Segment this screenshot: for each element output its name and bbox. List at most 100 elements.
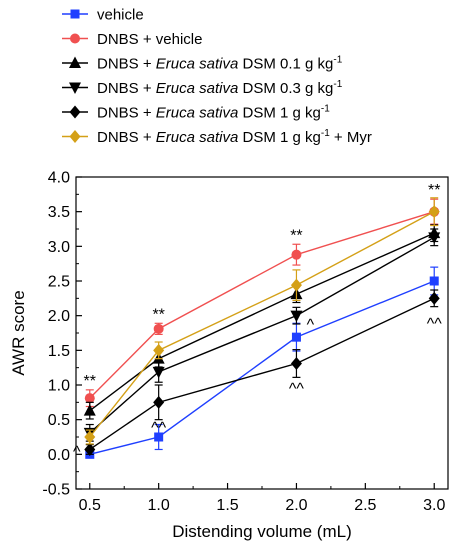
x-axis: 0.5 1.0 1.5 2.0 2.5 3.0 <box>79 483 445 514</box>
legend-label-part: DSM 1 g kg <box>238 129 321 146</box>
legend-item-0: vehicle <box>62 7 144 24</box>
series-3 <box>83 228 441 442</box>
legend-marker <box>69 82 81 94</box>
legend-label-part: -1 <box>321 104 330 115</box>
x-tick-label: 2.5 <box>354 497 376 514</box>
legend-item-5: DNBS + Eruca sativa DSM 1 g kg-1 + Myr <box>62 128 372 146</box>
series-line <box>89 211 435 438</box>
x-tick-label: 1.0 <box>148 497 170 514</box>
annotation: ^^ <box>151 419 167 436</box>
legend-marker <box>70 33 80 44</box>
data-point <box>291 249 302 260</box>
x-tick-label: 3.0 <box>423 497 445 514</box>
y-tick-label: 4.0 <box>48 170 70 187</box>
series-line <box>89 210 435 399</box>
annotation: ** <box>84 373 96 390</box>
legend-marker <box>69 56 81 68</box>
series-line <box>89 232 435 412</box>
data-point <box>153 343 165 357</box>
legend-label-part: DNBS + <box>97 129 156 146</box>
data-point <box>152 366 165 379</box>
y-tick-label: 3.0 <box>48 239 70 256</box>
plot-border <box>75 176 449 490</box>
legend-label-part: + Myr <box>330 129 372 146</box>
series-2 <box>83 224 441 420</box>
y-tick-label: 1.0 <box>48 378 70 395</box>
legend-label-part: Eruca sativa <box>156 129 239 146</box>
data-point <box>84 430 96 444</box>
legend-item-1: DNBS + vehicle <box>62 31 202 48</box>
legend-label: DNBS + Eruca sativa DSM 0.1 g kg-1 <box>97 55 343 73</box>
y-tick-label: 0.5 <box>48 412 70 429</box>
series-4 <box>84 289 440 456</box>
significance-annotations: ********^^^^^^^^ <box>73 182 442 460</box>
series-0 <box>85 266 439 459</box>
y-tick-label: 3.5 <box>48 204 70 221</box>
data-point <box>153 395 165 409</box>
legend-label-part: DNBS + <box>97 56 156 73</box>
legend-marker <box>69 105 81 119</box>
y-tick-label: 0.0 <box>48 447 70 464</box>
legend-label-part: -1 <box>321 128 330 139</box>
legend-label-part: DSM 1 g kg <box>238 105 321 122</box>
series-5 <box>84 197 440 445</box>
series-1 <box>84 198 440 408</box>
legend-item-2: DNBS + Eruca sativa DSM 0.1 g kg-1 <box>62 55 343 73</box>
x-axis-title: Distending volume (mL) <box>172 522 352 541</box>
annotation: ** <box>290 227 302 244</box>
data-point <box>154 432 164 442</box>
data-point <box>428 291 440 305</box>
data-point <box>83 404 96 416</box>
legend: vehicle DNBS + vehicle DNBS + Eruca sativa… <box>62 7 372 146</box>
data-point <box>153 323 164 334</box>
x-tick-label: 0.5 <box>79 497 101 514</box>
legend-label-part: DNBS + vehicle <box>97 31 202 48</box>
y-tick-label: -0.5 <box>42 482 70 499</box>
annotation: ^ <box>307 317 315 334</box>
x-tick-label: 1.5 <box>216 497 238 514</box>
legend-label: DNBS + vehicle <box>97 31 202 48</box>
annotation: ** <box>152 306 164 323</box>
legend-label: DNBS + Eruca sativa DSM 1 g kg-1 <box>97 104 330 122</box>
legend-label: DNBS + Eruca sativa DSM 0.3 g kg-1 <box>97 79 343 97</box>
legend-label-part: DNBS + <box>97 105 156 122</box>
annotation: ^^ <box>427 315 443 332</box>
data-point <box>428 232 441 244</box>
data-point <box>290 310 303 323</box>
legend-label: vehicle <box>97 7 144 24</box>
legend-label: DNBS + Eruca sativa DSM 1 g kg-1 + Myr <box>97 128 372 146</box>
legend-label-part: Eruca sativa <box>156 80 239 97</box>
legend-label-part: -1 <box>333 55 342 66</box>
data-point <box>84 442 96 456</box>
legend-label-part: -1 <box>333 79 342 90</box>
data-point <box>84 393 95 404</box>
x-tick-label: 2.0 <box>285 497 307 514</box>
y-tick-label: 1.5 <box>48 343 70 360</box>
y-axis: -0.5 0.0 0.5 1.0 1.5 2.0 2.5 3.0 3.5 4.0 <box>42 170 82 499</box>
y-axis-title: AWR score <box>9 290 28 375</box>
legend-label-part: Eruca sativa <box>156 105 239 122</box>
series-line <box>89 236 435 434</box>
legend-label-part: DSM 0.1 g kg <box>238 56 333 73</box>
data-point <box>291 332 301 342</box>
legend-marker <box>69 130 81 143</box>
legend-label-part: Eruca sativa <box>156 56 239 73</box>
legend-item-4: DNBS + Eruca sativa DSM 1 g kg-1 <box>62 104 330 122</box>
plot-frame <box>75 176 449 490</box>
legend-label-part: vehicle <box>97 7 144 24</box>
y-tick-label: 2.0 <box>48 308 70 325</box>
legend-label-part: DSM 0.3 g kg <box>238 80 333 97</box>
data-point <box>429 276 439 286</box>
legend-label-part: DNBS + <box>97 80 156 97</box>
annotation: ** <box>428 182 440 199</box>
data-point <box>290 357 302 371</box>
data-point <box>290 278 302 292</box>
annotation: ^^ <box>289 381 305 398</box>
series-line <box>89 297 435 451</box>
y-tick-label: 2.5 <box>48 274 70 291</box>
legend-marker <box>70 9 80 19</box>
annotation: ^ <box>73 443 81 460</box>
data-point <box>428 205 440 219</box>
legend-item-3: DNBS + Eruca sativa DSM 0.3 g kg-1 <box>62 79 343 97</box>
